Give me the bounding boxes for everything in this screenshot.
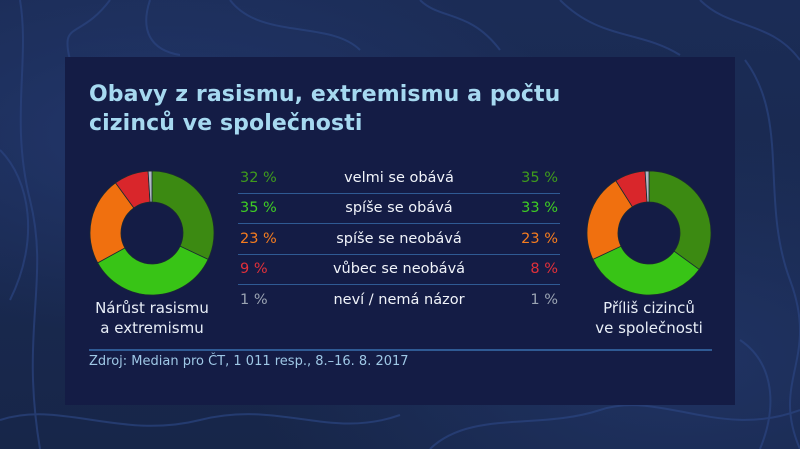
left-value: 35 % (240, 200, 277, 217)
table-row: 32 % velmi se obává 35 % (238, 163, 560, 194)
right-value: 33 % (521, 200, 558, 217)
donut-segment (97, 245, 209, 296)
title-line-2: cizinců ve společnosti (89, 111, 363, 136)
table-row: 35 % spíše se obává 33 % (238, 194, 560, 224)
donut-segment (151, 170, 215, 260)
donut-label-racism: Nárůst rasismu a extremismu (95, 299, 209, 337)
left-value: 23 % (240, 230, 277, 247)
left-value: 1 % (240, 291, 268, 308)
donut-segment (592, 245, 700, 296)
table-row: 23 % spíše se neobává 23 % (238, 224, 560, 255)
donut-segment (147, 170, 153, 203)
chart-title: Obavy z rasismu, extremismu a počtu cizi… (89, 80, 560, 138)
right-value: 35 % (521, 169, 558, 186)
category-label: neví / nemá názor (333, 291, 465, 308)
donut-chart-foreigners (586, 170, 712, 296)
category-label: spíše se neobává (336, 230, 462, 247)
right-value: 23 % (521, 230, 558, 247)
chart-panel: Obavy z rasismu, extremismu a počtu cizi… (65, 57, 735, 405)
source-note: Zdroj: Median pro ČT, 1 011 resp., 8.–16… (89, 354, 409, 369)
left-value: 9 % (240, 261, 268, 278)
donut-segment (648, 170, 712, 271)
donut-label-foreigners: Příliš cizinců ve společnosti (595, 299, 703, 337)
title-line-1: Obavy z rasismu, extremismu a počtu (89, 82, 561, 107)
category-label: velmi se obává (344, 169, 454, 186)
table-row: 1 % neví / nemá názor 1 % (238, 285, 560, 315)
category-label: vůbec se neobává (332, 261, 466, 278)
legend-table: 32 % velmi se obává 35 % 35 % spíše se o… (238, 163, 560, 315)
left-value: 32 % (240, 169, 277, 186)
donut-segments (89, 170, 215, 296)
donut-segments (586, 170, 712, 296)
donut-segment (644, 170, 650, 203)
donut-chart-racism (89, 170, 215, 296)
table-row: 9 % vůbec se neobává 8 % (238, 255, 560, 285)
category-label: spíše se obává (345, 200, 453, 217)
right-value: 1 % (530, 291, 558, 308)
right-value: 8 % (530, 261, 558, 278)
divider (89, 349, 712, 351)
